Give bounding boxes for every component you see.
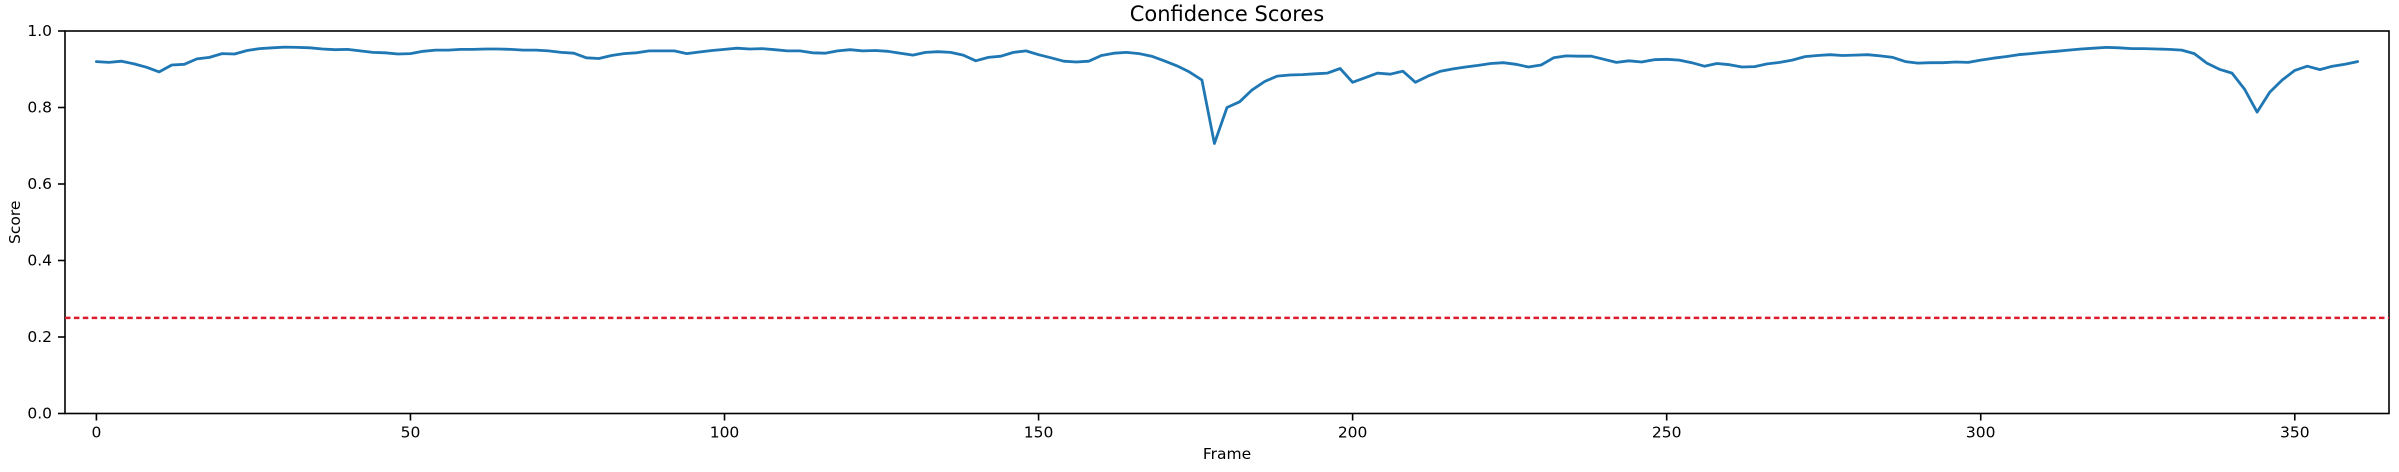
axis-ticks: 0 50 100 150 200 250 300 350 0.0 0.2 0.4 0.6 0.8 1.0 — [27, 22, 2309, 442]
x-tick-label: 200 — [1338, 424, 1368, 442]
confidence-score-line — [95, 45, 2359, 145]
x-tick-label: 100 — [710, 424, 740, 442]
x-tick-label: 350 — [2280, 424, 2310, 442]
plot-area — [64, 30, 2390, 415]
data-layer — [65, 45, 2389, 320]
x-tick-label: 150 — [1024, 424, 1054, 442]
x-tick-label: 250 — [1652, 424, 1682, 442]
y-axis-label: Score — [6, 201, 24, 244]
x-axis-label: Frame — [1203, 445, 1251, 463]
y-tick-label: 0.2 — [27, 328, 52, 346]
y-tick-label: 1.0 — [27, 22, 52, 40]
chart-title: Confidence Scores — [1130, 2, 1325, 26]
y-tick-label: 0.6 — [27, 175, 52, 193]
x-tick-label: 300 — [1966, 424, 1996, 442]
y-tick-label: 0.4 — [27, 252, 52, 270]
y-tick-label: 0.0 — [27, 405, 52, 423]
x-tick-label: 50 — [401, 424, 421, 442]
x-tick-label: 0 — [91, 424, 101, 442]
y-tick-label: 0.8 — [27, 99, 52, 117]
